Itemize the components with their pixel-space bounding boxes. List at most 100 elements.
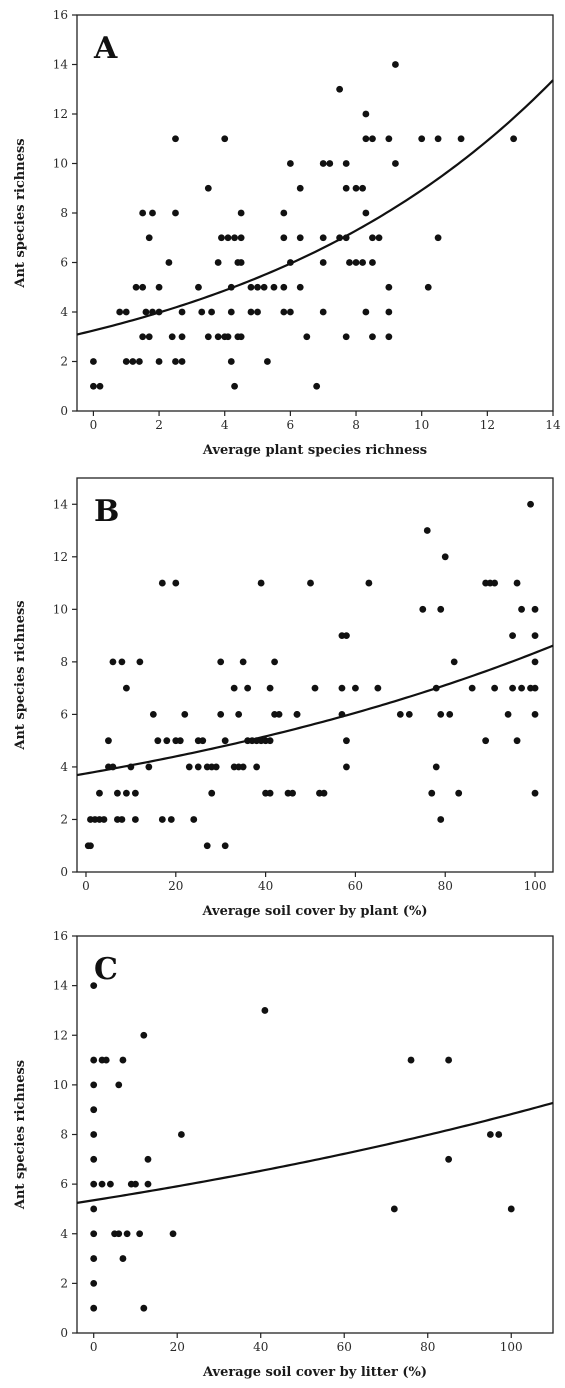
data-point [212,763,220,771]
data-point [264,358,271,365]
data-point [385,135,393,143]
y-tick-label: 14 [53,497,69,511]
chart-panel-c: 0 20 40 60 80 100 0 2 4 6 8 10 12 14 16 Average soil co… [13,929,554,1380]
data-point [140,1031,148,1039]
data-point [275,711,283,718]
data-point [190,816,198,823]
data-point [145,234,153,242]
data-point [199,737,207,745]
y-tick-label: 12 [53,107,68,121]
fit-curve [76,79,554,336]
data-point [342,184,350,192]
data-point [178,358,186,365]
data-point [362,110,370,118]
data-point [280,209,288,217]
data-point [286,160,294,167]
data-point [231,382,238,390]
data-point [109,763,117,771]
y-tick-label: 8 [60,206,68,220]
data-point [423,527,431,534]
data-point [445,1155,453,1163]
data-point [437,816,445,823]
data-point [359,184,366,192]
data-point [509,632,516,639]
data-point [342,333,350,341]
data-point [343,737,350,745]
data-point [118,658,126,666]
x-axis-title: Average soil cover by plant (%) [202,904,428,919]
data-point [98,1180,106,1188]
data-point [518,605,525,613]
data-point [352,684,359,692]
data-point [122,789,130,797]
data-point [217,711,225,718]
data-point [369,135,376,143]
data-point [198,308,206,316]
data-point [145,763,153,771]
data-point [155,358,163,365]
data-point [261,1007,269,1014]
y-tick-label: 2 [60,812,68,826]
data-point [296,234,304,242]
x-tick-label: 20 [170,1340,185,1354]
data-point [142,308,150,316]
plot-frame [76,935,554,1334]
data-point [90,1304,98,1312]
data-point [362,135,370,143]
panel-label: C [94,952,118,987]
data-point [428,789,436,797]
data-point [221,135,229,143]
data-point [90,1205,98,1213]
data-point [513,737,521,745]
y-axis-title: Ant species richness [13,1060,28,1210]
x-axis-title: Average soil cover by litter (%) [202,1365,427,1380]
data-point [336,85,344,93]
panel-label: A [93,31,118,66]
data-point [230,684,238,692]
data-point [482,737,490,745]
data-point [132,1180,139,1188]
y-tick-label: 12 [53,1028,68,1042]
data-point [172,358,179,365]
data-point [172,209,179,217]
data-point [352,184,360,192]
data-point [115,1081,123,1089]
y-tick-label: 6 [60,1177,68,1191]
data-point [254,283,261,291]
data-point [247,308,255,316]
data-point [90,1131,98,1138]
data-point [90,1106,98,1114]
data-point [185,763,193,771]
data-point [280,308,288,316]
data-point [119,1056,127,1064]
data-point [510,135,518,143]
y-axis-title: Ant species richness [13,138,28,288]
data-point [102,1056,110,1064]
data-point [445,1056,453,1064]
data-point [203,842,211,850]
data-point [254,308,261,316]
data-point [144,1180,152,1188]
data-point [178,333,186,341]
data-point [441,553,449,561]
data-point [165,259,173,266]
data-point [131,816,139,823]
data-point [237,259,245,266]
data-point [221,842,229,850]
data-point [194,763,202,771]
data-point [135,358,143,365]
x-tick-label: 10 [414,418,429,432]
data-point [227,358,235,365]
y-tick-label: 16 [53,8,68,22]
data-point [158,816,166,823]
x-tick-label: 60 [348,879,363,893]
data-point [289,789,296,797]
y-tick-label: 0 [60,404,68,418]
data-point [204,184,212,192]
data-point [167,816,175,823]
y-tick-label: 6 [60,256,68,270]
data-point [311,684,319,692]
data-point [208,789,216,797]
data-point [468,684,476,692]
chart-panel-a: 0 2 4 6 8 10 12 14 0 2 4 6 8 10 12 14 16 Average plant sp… [13,8,561,458]
